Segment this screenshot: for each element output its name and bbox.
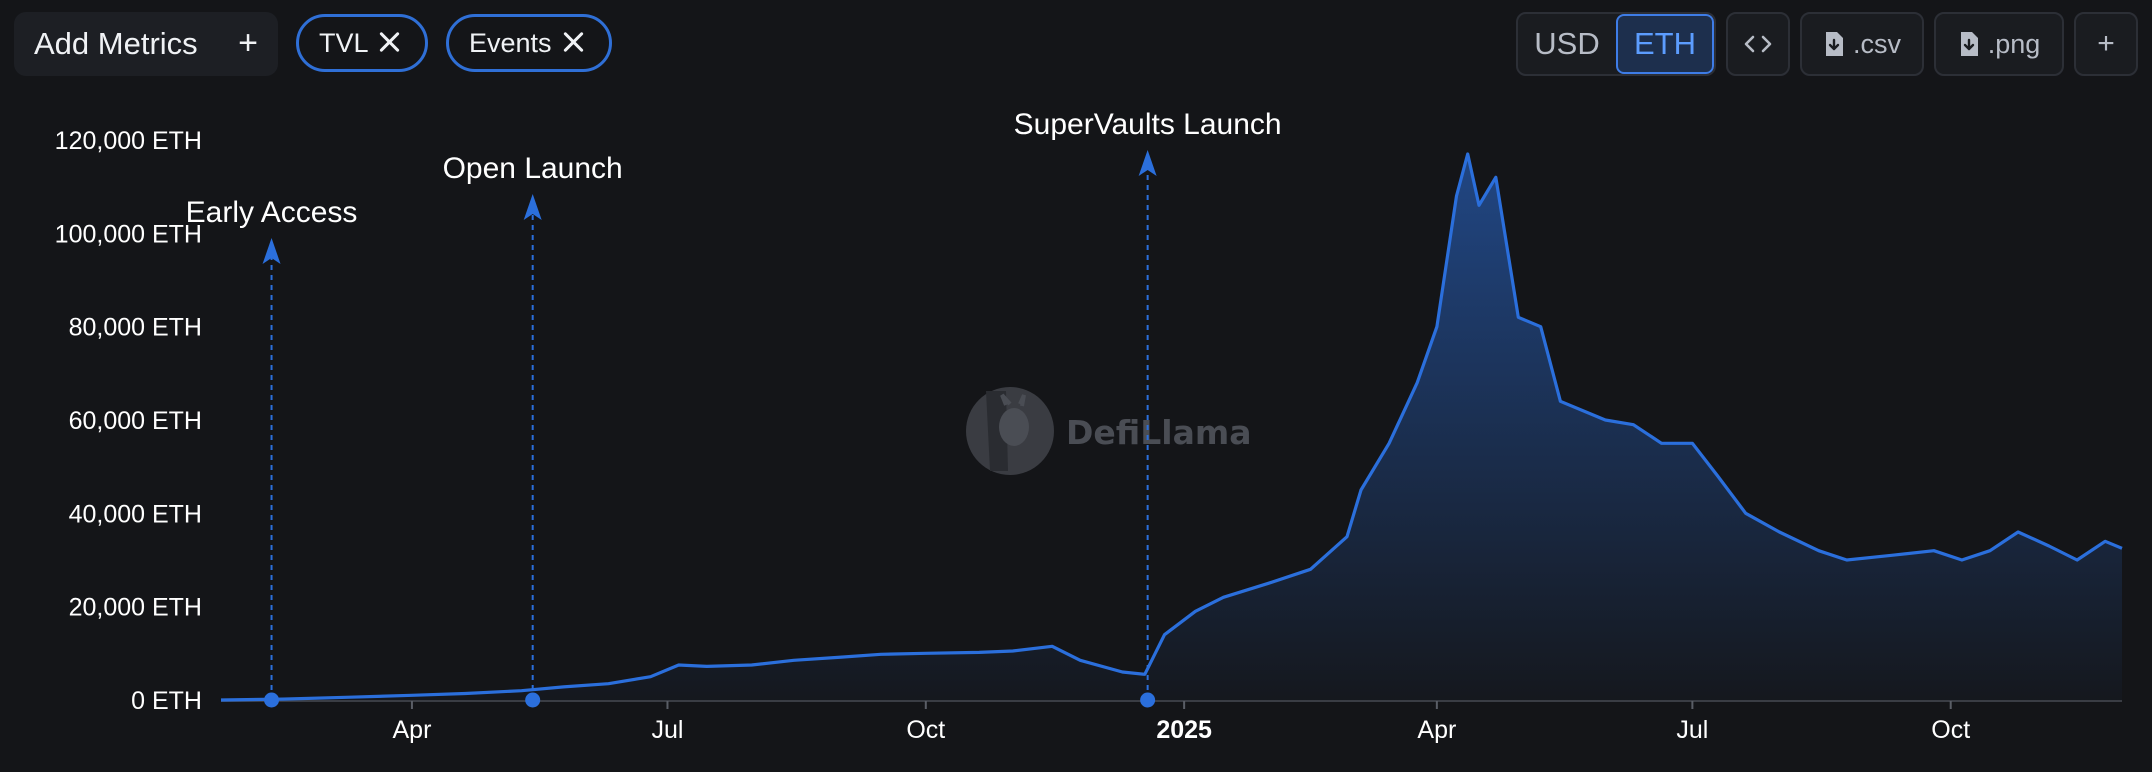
event-markers: Early Access Open Launch SuperVaults Launc… (186, 108, 1282, 708)
event-dot (264, 692, 280, 708)
event-arrow (262, 238, 281, 264)
events-chip[interactable]: Events (446, 14, 612, 72)
event-arrow (523, 194, 542, 220)
event-dot (1140, 692, 1156, 708)
close-icon[interactable] (561, 30, 585, 54)
watermark-text: DefiLlama (1066, 413, 1252, 452)
denomination-toggle: USD ETH (1516, 12, 1716, 76)
close-icon[interactable] (377, 30, 401, 54)
tvl-area (221, 154, 2122, 700)
y-axis: 0 ETH 20,000 ETH 40,000 ETH 60,000 ETH 80,00… (55, 127, 202, 715)
x-tick-label: Jul (651, 716, 683, 744)
event-label: Early Access (186, 196, 358, 229)
y-tick-label: 60,000 ETH (69, 407, 202, 435)
file-download-icon (1960, 32, 1978, 56)
eth-option[interactable]: ETH (1616, 14, 1714, 74)
watermark: DefiLlama (966, 387, 1252, 475)
tvl-chip[interactable]: TVL (296, 14, 428, 72)
x-axis: Apr Jul Oct 2025 Apr Jul Oct (221, 700, 2122, 744)
plus-icon: + (2097, 27, 2115, 60)
y-tick-label: 80,000 ETH (69, 314, 202, 342)
x-tick-label: Apr (1417, 716, 1456, 744)
y-tick-label: 0 ETH (131, 687, 202, 715)
png-download-button[interactable]: .png (1934, 12, 2064, 76)
plot-area (220, 152, 2123, 702)
event-arrow (1138, 150, 1157, 176)
csv-label: .csv (1852, 28, 1901, 59)
y-tick-label: 40,000 ETH (69, 500, 202, 528)
embed-button[interactable] (1726, 12, 1790, 76)
x-tick-label: 2025 (1156, 716, 1212, 744)
png-label: .png (1987, 28, 2041, 59)
toolbar: Add Metrics + TVL Events USD ETH .csv .p… (0, 0, 2152, 90)
usd-option[interactable]: USD (1534, 26, 1600, 61)
tvl-chip-label: TVL (319, 27, 369, 58)
code-icon (1744, 35, 1772, 53)
tvl-chart: DefiLlama 0 ETH 20,000 ETH 40,000 ETH 60,00… (55, 108, 2123, 744)
x-tick-label: Jul (1676, 716, 1708, 744)
x-tick-label: Apr (392, 716, 431, 744)
add-chart-button[interactable]: + (2074, 12, 2138, 76)
csv-download-button[interactable]: .csv (1800, 12, 1924, 76)
x-tick-label: Oct (906, 716, 945, 744)
event-dot (525, 692, 541, 708)
y-tick-label: 100,000 ETH (55, 220, 202, 248)
llama-logo-icon (966, 387, 1054, 475)
events-chip-label: Events (469, 27, 552, 58)
file-download-icon (1825, 32, 1843, 56)
add-metrics-button[interactable]: Add Metrics + (14, 12, 278, 76)
y-tick-label: 120,000 ETH (55, 127, 202, 155)
plus-icon: + (238, 24, 258, 62)
add-metrics-label: Add Metrics (34, 26, 198, 61)
event-label: SuperVaults Launch (1014, 108, 1282, 141)
x-tick-label: Oct (1931, 716, 1970, 744)
event-label: Open Launch (443, 152, 623, 185)
y-tick-label: 20,000 ETH (69, 594, 202, 622)
tvl-line (220, 152, 2123, 702)
